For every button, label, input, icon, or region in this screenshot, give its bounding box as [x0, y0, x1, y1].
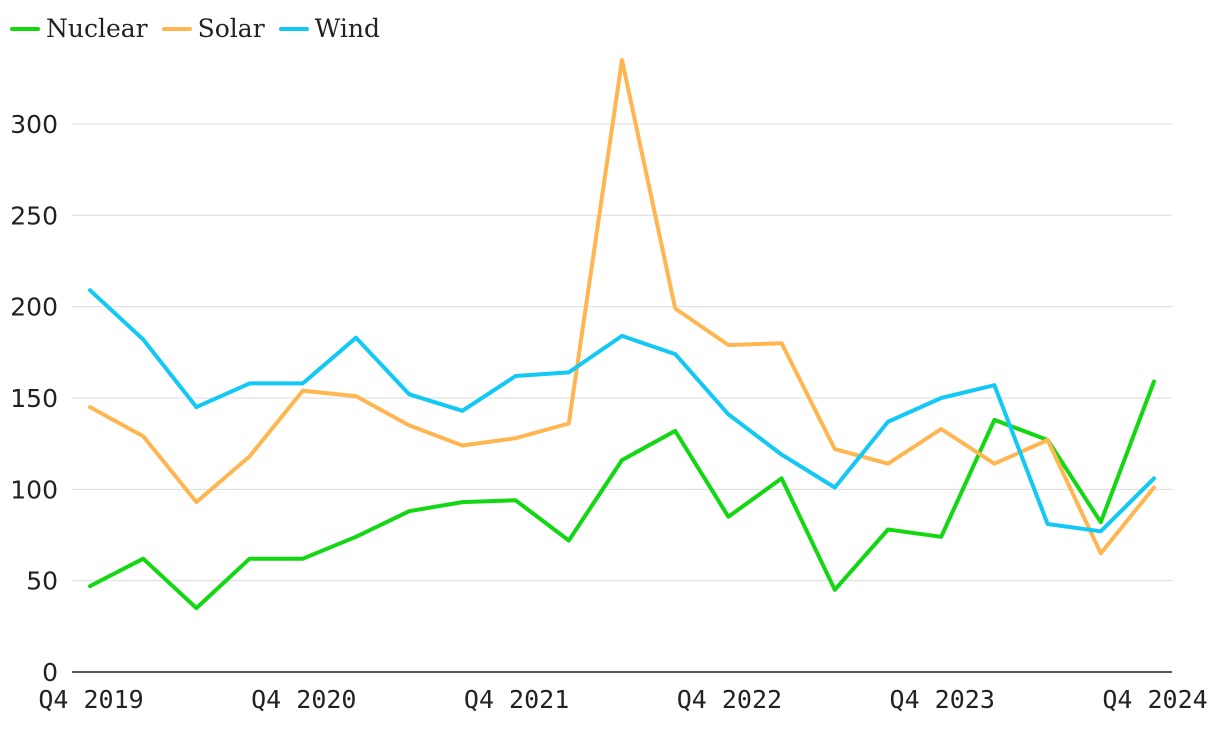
y-tick-label-300: 300	[10, 110, 58, 139]
y-tick-label-50: 50	[26, 567, 58, 596]
legend: Nuclear Solar Wind	[10, 14, 380, 43]
y-tick-label-150: 150	[10, 384, 58, 413]
x-tick-label-2: Q4 2021	[464, 685, 569, 714]
legend-label-wind: Wind	[314, 14, 381, 43]
x-tick-label-1: Q4 2020	[251, 685, 356, 714]
y-tick-label-100: 100	[10, 475, 58, 504]
x-tick-label-5: Q4 2024	[1102, 685, 1207, 714]
series-line-nuclear	[88, 379, 1156, 611]
legend-label-nuclear: Nuclear	[46, 14, 148, 43]
x-tick-label-4: Q4 2023	[890, 685, 995, 714]
x-tick-label-0: Q4 2019	[38, 685, 143, 714]
legend-swatch-nuclear	[10, 26, 40, 31]
y-tick-label-250: 250	[10, 201, 58, 230]
y-tick-label-0: 0	[42, 658, 58, 687]
y-tick-label-200: 200	[10, 293, 58, 322]
legend-item-nuclear: Nuclear	[10, 14, 148, 43]
legend-swatch-wind	[278, 26, 309, 31]
legend-swatch-solar	[161, 26, 192, 31]
x-tick-label-3: Q4 2022	[677, 685, 782, 714]
series-line-wind	[88, 288, 1156, 534]
legend-item-wind: Wind	[278, 14, 381, 43]
series-line-solar	[88, 58, 1156, 556]
legend-label-solar: Solar	[197, 14, 265, 43]
legend-item-solar: Solar	[161, 14, 265, 43]
